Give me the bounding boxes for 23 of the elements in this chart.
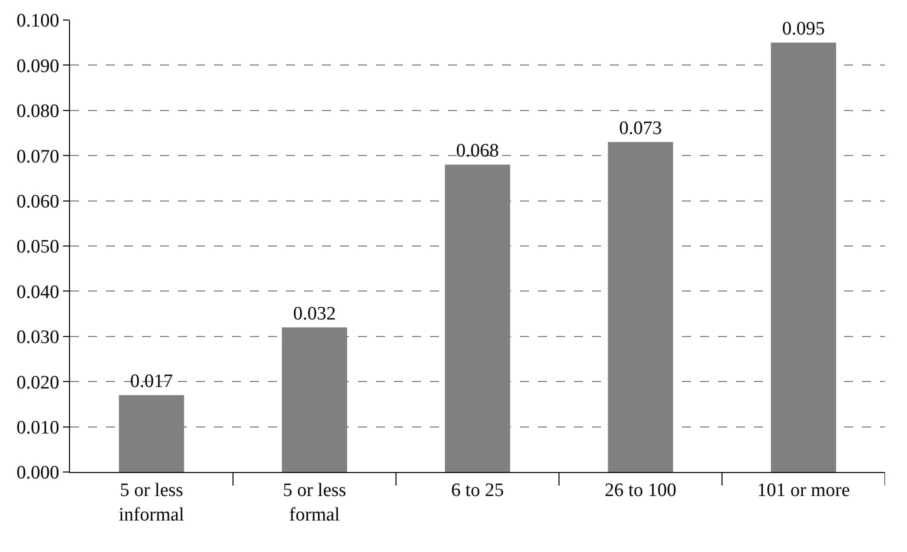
x-tick-label: 5 or less informal — [118, 480, 184, 526]
x-tick-label: 6 to 25 — [451, 480, 504, 501]
x-tick-label: 26 to 100 — [604, 480, 676, 501]
y-tick-label: 0.090 — [16, 56, 60, 77]
y-tick-label: 0.030 — [16, 327, 60, 348]
bar — [770, 42, 836, 472]
y-tick-label: 0.060 — [16, 191, 60, 212]
bar — [608, 142, 674, 472]
data-label: 0.068 — [456, 140, 499, 162]
x-tick-label: 5 or less formal — [282, 480, 346, 526]
y-tick-label: 0.100 — [16, 10, 60, 32]
y-tick-label: 0.040 — [16, 282, 60, 303]
y-tick-label: 0.020 — [16, 372, 60, 394]
data-label: 0.032 — [293, 303, 336, 324]
y-tick-label: 0.080 — [16, 101, 60, 122]
y-tick-label: 0.010 — [16, 417, 60, 438]
x-tick-label: 101 or more — [757, 480, 850, 501]
data-label: 0.095 — [782, 18, 825, 40]
data-label: 0.017 — [130, 371, 173, 392]
y-tick-label: 0.070 — [16, 146, 60, 168]
data-label: 0.073 — [619, 118, 662, 140]
y-tick-label: 0.000 — [16, 462, 60, 484]
y-tick-label: 0.050 — [16, 236, 60, 258]
